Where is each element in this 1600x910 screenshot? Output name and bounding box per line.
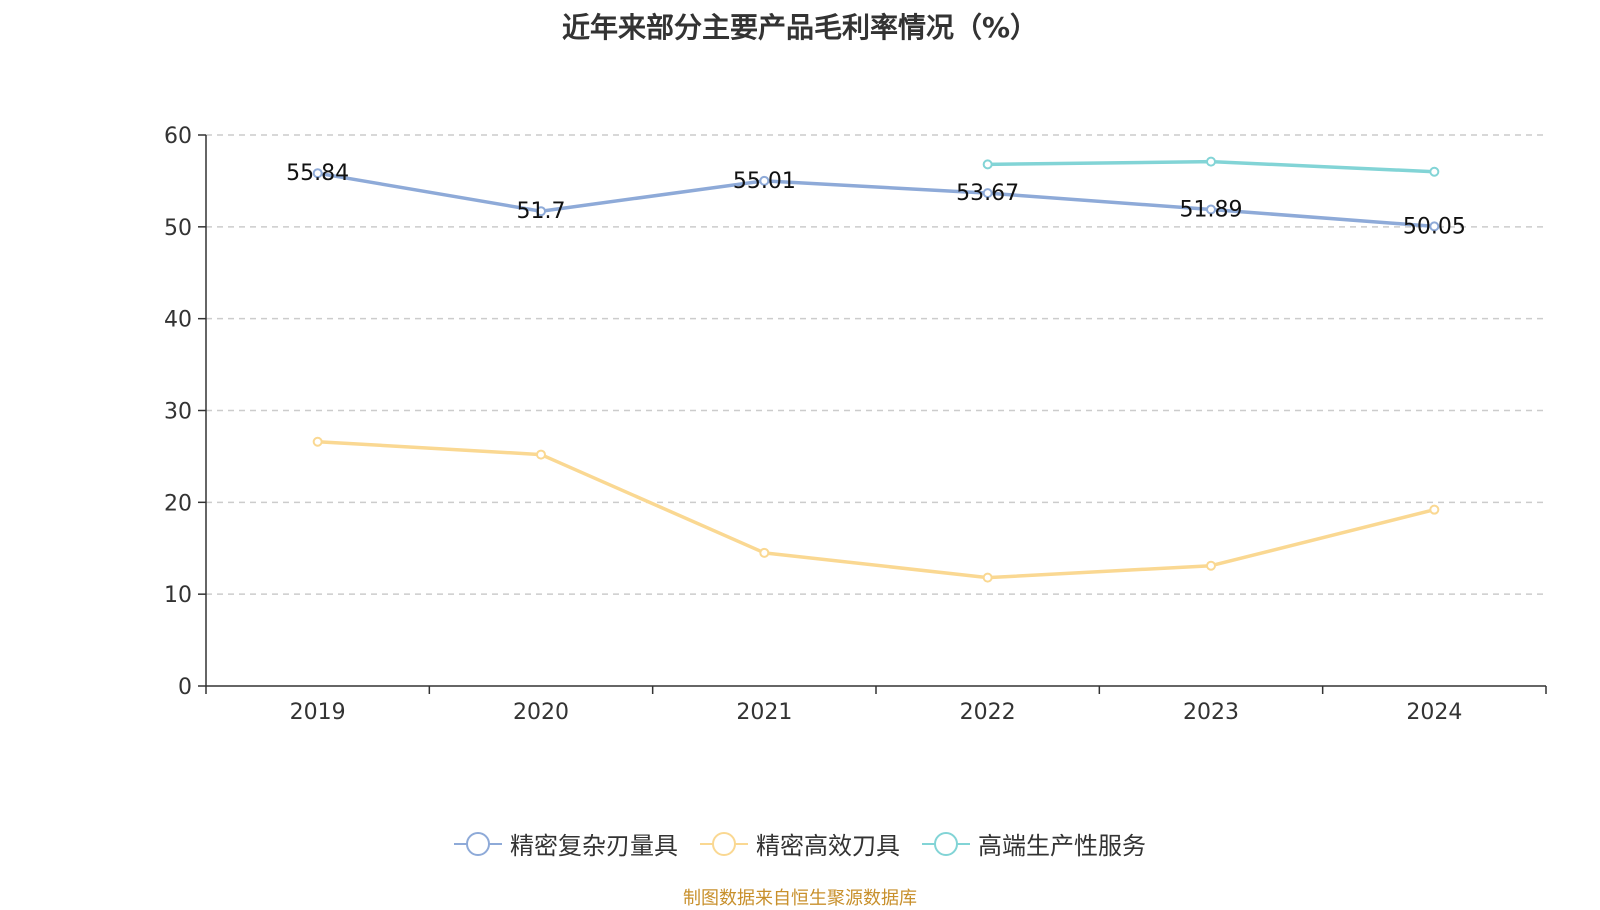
source-note: 制图数据来自恒生聚源数据库 [683,888,917,909]
data-point [1206,156,1216,167]
x-tick-label: 2022 [960,700,1016,725]
data-point [1206,204,1216,215]
legend-marker-icon [700,831,748,856]
data-point [759,547,770,558]
data-point [1206,560,1216,571]
data-label: 50.05 [1403,214,1466,239]
series-lines [312,156,1440,583]
series-line-1 [317,439,1435,580]
data-point [982,188,993,199]
y-tick-label: 30 [164,400,192,425]
data-point [982,159,993,170]
legend-item-precision-efficient-tools[interactable]: 精密高效刀具 [700,826,900,861]
data-point [312,168,323,179]
data-label: 53.67 [956,181,1019,206]
y-tick-label: 0 [178,675,192,700]
grid-lines [206,134,1546,595]
line-chart: 0 10 20 30 40 50 60 2019 2020 2021 2022 2023 2024 55… [164,124,1547,725]
legend-marker-icon [454,831,502,856]
data-point [1429,221,1440,232]
data-point [536,449,546,460]
legend-item-precision-complex-tools[interactable]: 精密复杂刃量具 [454,826,678,861]
data-labels: 55.84 51.7 55.01 53.67 51.89 50.05 [286,161,1466,239]
y-tick-label: 10 [164,583,192,608]
data-point [759,175,770,186]
data-point [1429,504,1440,515]
data-label: 51.89 [1180,197,1243,222]
legend-label: 高端生产性服务 [978,832,1146,860]
data-point [536,206,546,217]
chart-title: 近年来部分主要产品毛利率情况（%） [561,11,1039,44]
y-tick-label: 50 [164,216,192,241]
x-tick-label: 2019 [290,700,346,725]
data-label: 51.7 [517,199,566,224]
x-tick-label: 2023 [1183,700,1239,725]
y-tick-label: 20 [164,491,192,516]
data-label: 55.01 [733,169,796,194]
x-tick-label: 2020 [513,700,569,725]
data-point [1429,166,1440,177]
data-point [312,436,323,447]
data-label: 55.84 [286,161,349,186]
legend-marker-icon [922,831,970,856]
x-tick-label: 2024 [1406,700,1462,725]
y-tick-label: 60 [164,124,192,149]
axes: 0 10 20 30 40 50 60 2019 2020 2021 2022 2023 2024 [164,124,1547,725]
x-tick-label: 2021 [736,700,792,725]
y-tick-label: 40 [164,308,192,333]
data-point [982,572,993,583]
legend-label: 精密高效刀具 [756,832,900,860]
legend-label: 精密复杂刃量具 [510,832,678,860]
series-line-0 [317,171,1435,229]
legend: 精密复杂刃量具 精密高效刀具 高端生产性服务 [0,826,1600,861]
legend-item-high-end-services[interactable]: 高端生产性服务 [922,826,1146,861]
